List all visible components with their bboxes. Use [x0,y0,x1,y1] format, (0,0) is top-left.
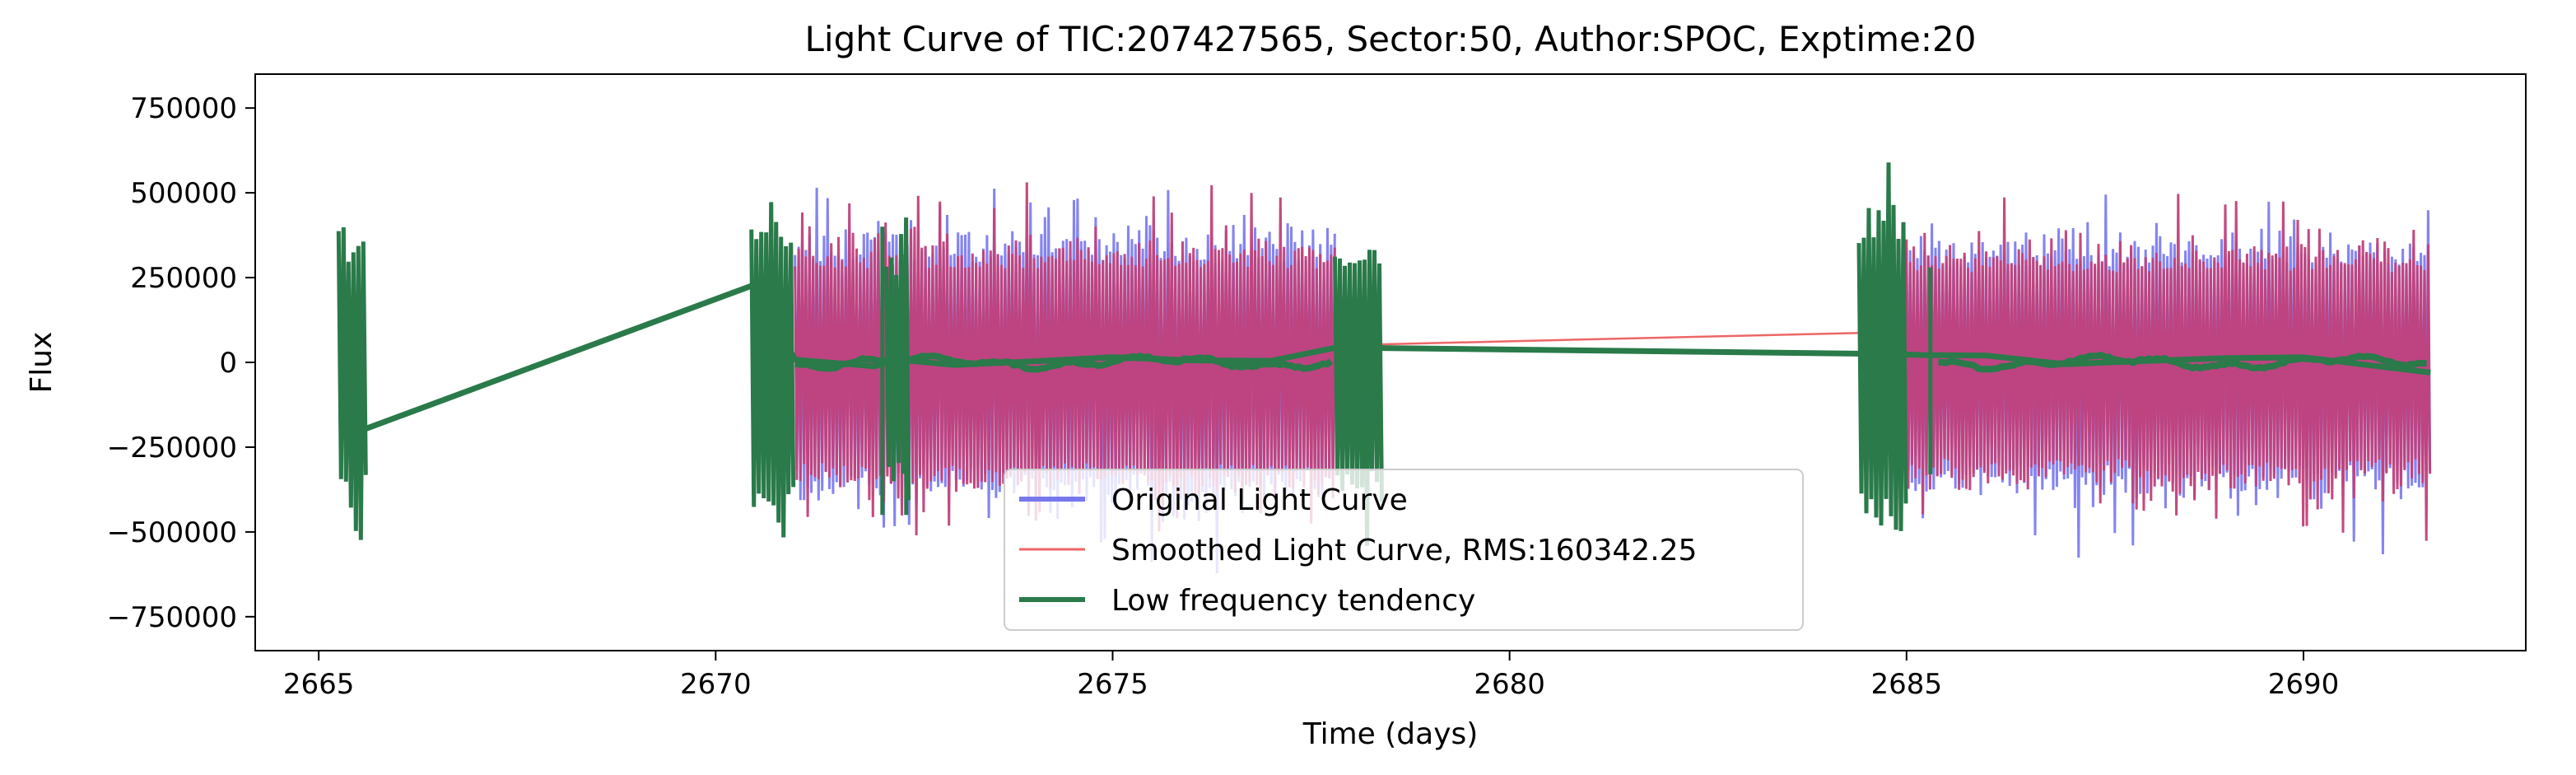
legend: Original Light Curve Smoothed Light Curv… [1004,469,1804,631]
x-axis-label: Time (days) [1302,717,1479,751]
low-frequency-oscillation-path [1333,250,1384,546]
x-tick-label: 2685 [1871,668,1943,701]
plot-series-group [336,162,2432,574]
x-tick-label: 2690 [2268,668,2340,701]
low-frequency-oscillation-path [1856,162,1908,531]
low-frequency-wiggle [1938,351,2427,373]
chart-title: Light Curve of TIC:207427565, Sector:50,… [805,19,1977,59]
x-tick-label: 2665 [283,668,355,701]
y-tick-label: 250000 [130,262,237,295]
low-frequency-oscillation-path [336,226,368,540]
axes: 2665 2670 2675 2680 2685 2690 −750000 −500000 −2… [107,73,2527,701]
y-axis-label: Flux [25,332,58,394]
legend-label-low-frequency: Low frequency tendency [1111,584,1475,618]
legend-label-smoothed: Smoothed Light Curve, RMS:160342.25 [1111,534,1697,567]
plot-area [336,162,2432,574]
y-tick-label: 500000 [130,177,237,210]
y-tick-label: −500000 [107,516,237,549]
smoothed-light-curve-path [1905,194,2432,541]
y-tick-label: 750000 [130,92,237,125]
low-frequency-oscillation-path [749,202,796,538]
y-tick-label: 0 [219,347,237,380]
low-frequency-wiggle [794,352,1334,373]
legend-box [1004,469,1804,631]
y-tick-label: −250000 [107,432,237,465]
x-tick-label: 2670 [680,668,752,701]
smoothed-gap-line [1335,330,1907,347]
y-tick-label: −750000 [107,601,237,634]
legend-label-original: Original Light Curve [1111,483,1408,517]
x-tick-label: 2680 [1474,668,1545,701]
x-tick-label: 2675 [1077,668,1148,701]
